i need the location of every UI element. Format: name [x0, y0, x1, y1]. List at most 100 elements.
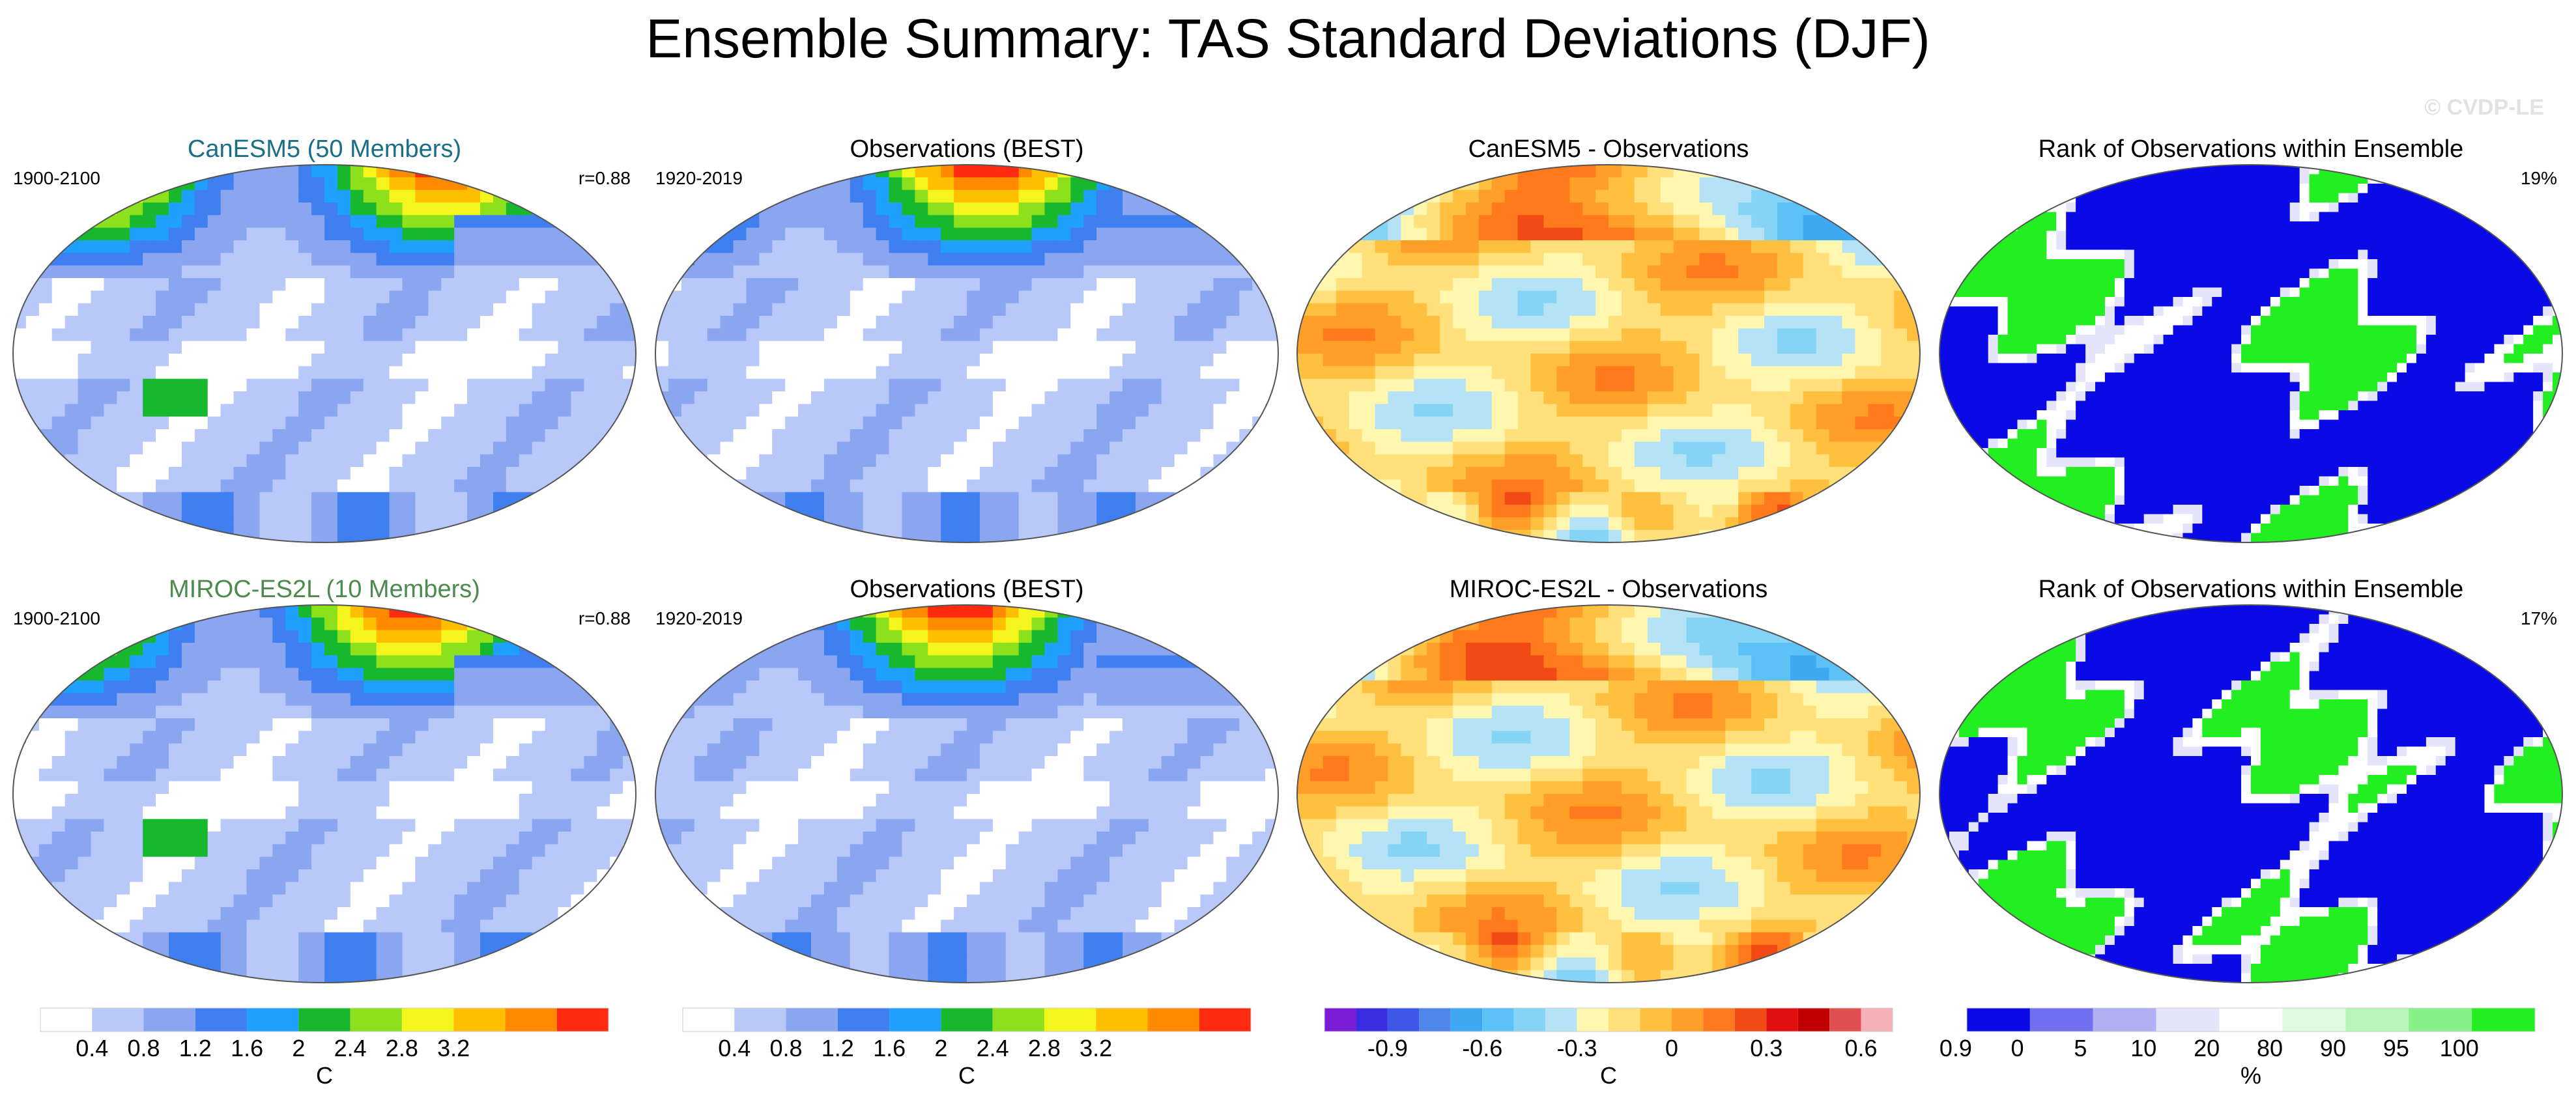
map-cell [1504, 429, 1519, 442]
map-cell [2056, 165, 2067, 175]
map-cell [1582, 454, 1596, 468]
map-cell [285, 290, 299, 304]
map-cell [2037, 165, 2047, 175]
map-cell [376, 442, 390, 455]
map-cell [519, 341, 533, 354]
map-cell [623, 328, 636, 342]
map-cell [1517, 391, 1532, 404]
map-cell [493, 492, 507, 505]
map-cell [759, 391, 773, 404]
map-cell [2046, 259, 2057, 270]
map-cell [1401, 354, 1414, 367]
map-cell [967, 177, 980, 191]
map-cell [51, 517, 66, 531]
map-cell [428, 479, 442, 493]
panel-title: CanESM5 - Observations [1468, 135, 1749, 163]
map-cell [954, 253, 967, 266]
map-cell [1388, 278, 1401, 291]
map-cell [181, 505, 195, 518]
map-cell [1881, 240, 1895, 253]
map-cell [1609, 366, 1622, 380]
map-cell [811, 227, 825, 241]
map-cell [785, 404, 799, 417]
map-cell [2328, 203, 2340, 213]
map-cell [1070, 391, 1084, 404]
map-cell [1252, 366, 1266, 380]
map-cell [1596, 290, 1609, 304]
map-cell [1777, 354, 1791, 367]
map-cell [130, 404, 143, 417]
map-cell [1148, 479, 1162, 493]
map-cell [467, 467, 481, 480]
map-cell [2309, 203, 2320, 213]
map-cell [1978, 259, 1989, 270]
map-cell [1414, 416, 1427, 430]
map-cell [850, 467, 864, 480]
map-cell [1968, 174, 1979, 184]
map-cell [441, 391, 455, 404]
map-cell [1609, 416, 1622, 430]
map-cell [1135, 203, 1149, 216]
map-cell [1764, 341, 1778, 354]
map-cell [823, 529, 838, 542]
map-cell [207, 416, 222, 430]
map-cell [2007, 212, 2018, 222]
map-cell [156, 265, 169, 279]
map-cell [1200, 303, 1214, 316]
map-cell [1187, 517, 1201, 531]
map-cell [759, 454, 773, 468]
map-cell [979, 290, 994, 304]
map-cell [837, 416, 851, 430]
map-cell [298, 253, 312, 266]
map-cell [2543, 221, 2553, 232]
map-cell [1712, 177, 1726, 191]
map-cell [1596, 467, 1609, 480]
map-cell [746, 416, 760, 430]
map-cell [1517, 265, 1532, 279]
map-cell [1842, 429, 1856, 442]
map-cell [2494, 184, 2504, 194]
map-cell [1829, 303, 1843, 316]
map-cell [207, 517, 222, 531]
map-cell [668, 467, 682, 480]
map-cell [1816, 341, 1830, 354]
map-cell [876, 378, 890, 392]
map-cell [1031, 505, 1046, 518]
map-cell [130, 341, 143, 354]
map-cell [1647, 303, 1661, 316]
map-cell [1968, 184, 1979, 194]
map-cell [1252, 265, 1266, 279]
map-cell [532, 303, 546, 316]
map-cell [1530, 265, 1545, 279]
map-cell [259, 479, 273, 493]
map-cell [584, 505, 597, 518]
map-cell [117, 265, 130, 279]
map-cell [1174, 316, 1188, 329]
map-cell [324, 404, 338, 417]
map-cell [1031, 165, 1046, 178]
map-cell [104, 416, 117, 430]
map-cell [1699, 354, 1713, 367]
map-cell [1816, 303, 1830, 316]
map-cell [928, 203, 941, 216]
map-cell [1949, 231, 1960, 241]
map-cell [941, 366, 954, 380]
map-cell [467, 378, 481, 392]
map-cell [1609, 479, 1622, 493]
map-cell [350, 479, 364, 493]
map-cell [863, 442, 877, 455]
map-cell [2095, 259, 2106, 270]
map-cell [104, 316, 117, 329]
map-cell [233, 416, 248, 430]
map-cell [1005, 190, 1020, 203]
map-cell [759, 354, 773, 367]
map-cell [233, 253, 248, 266]
map-cell [1174, 278, 1188, 291]
map-cell [285, 366, 299, 380]
map-cell [928, 391, 941, 404]
map-cell [2270, 212, 2281, 222]
map-cell [1031, 467, 1046, 480]
map-cell [1530, 177, 1545, 191]
map-cell [681, 265, 695, 279]
map-cell [1699, 203, 1713, 216]
